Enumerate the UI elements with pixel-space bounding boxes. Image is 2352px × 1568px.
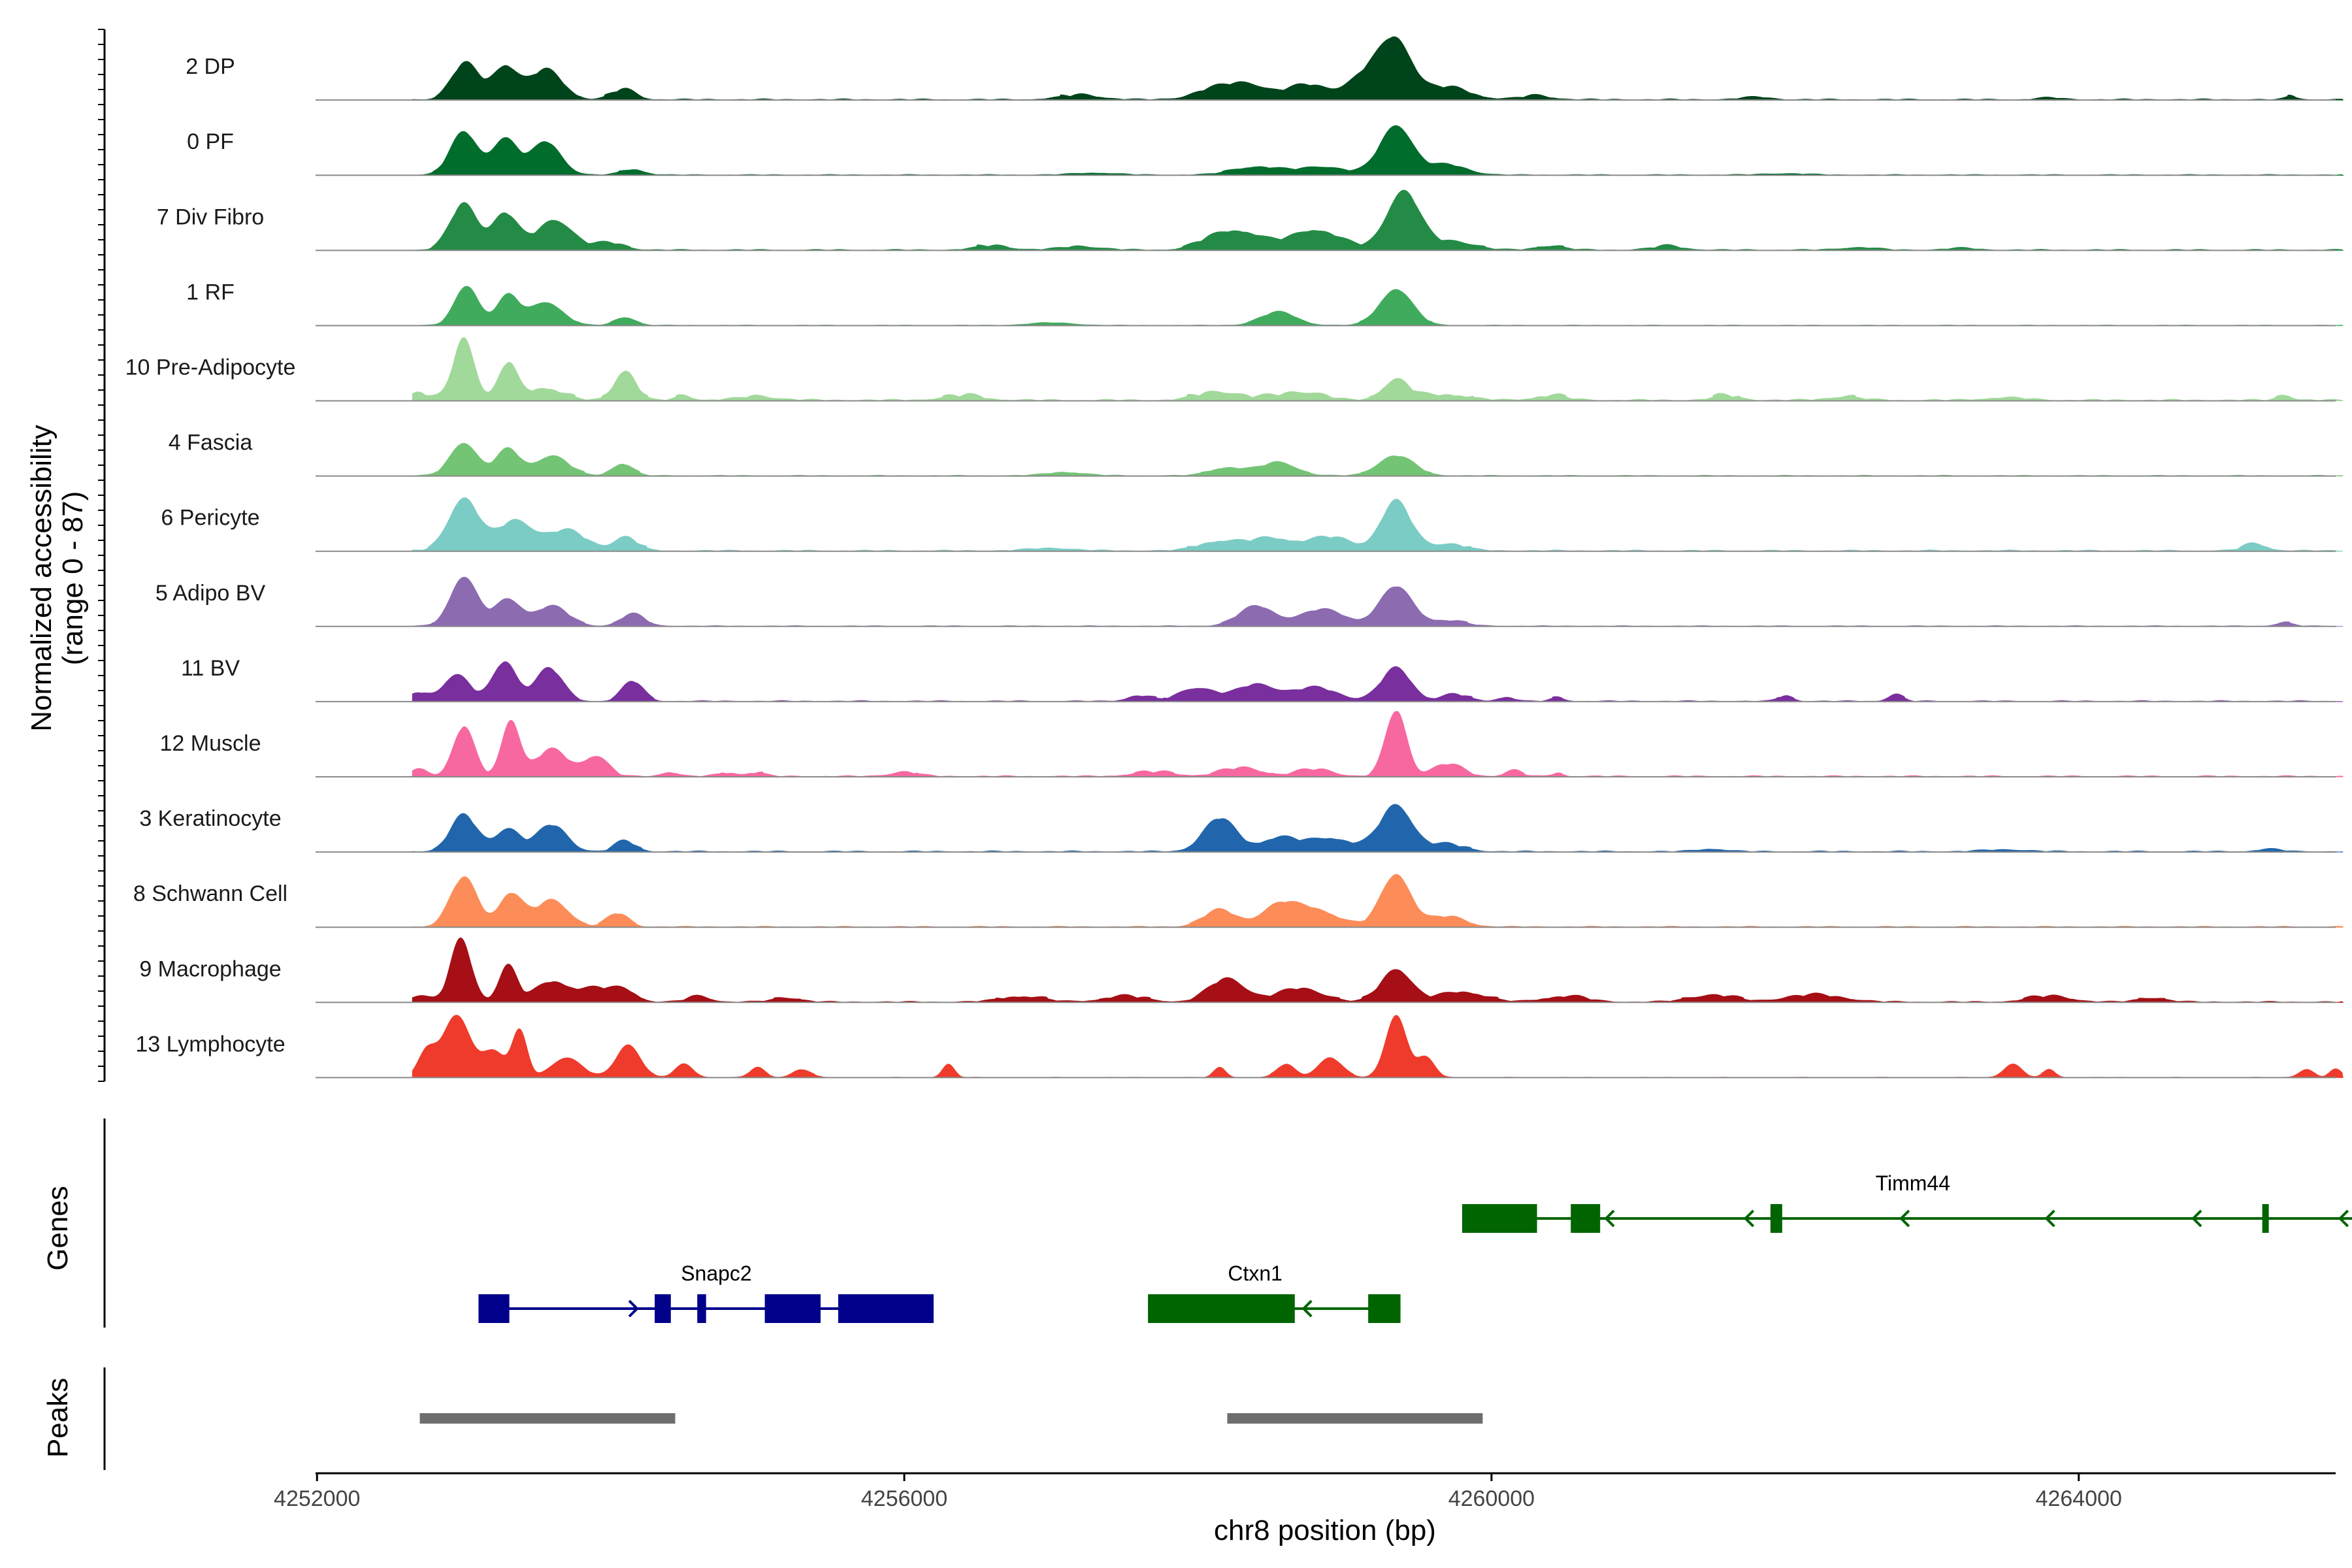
gene-exon <box>478 1294 510 1323</box>
gene-exon <box>1368 1294 1401 1323</box>
gene-exon <box>697 1294 706 1323</box>
track-label-10-pre-adipocyte: 10 Pre-Adipocyte <box>125 355 296 380</box>
gene-ctxn1: Ctxn1 <box>1148 1262 1401 1323</box>
x-tick-label: 4252000 <box>274 1486 360 1511</box>
gene-exon <box>655 1294 671 1323</box>
gene-timm44: Timm44 <box>1462 1171 2352 1233</box>
x-tick-label: 4264000 <box>2036 1486 2122 1511</box>
coverage-area-6-pericyte <box>412 497 2344 552</box>
gene-exon <box>1462 1204 1537 1233</box>
genes-panel: Timm44 Snapc2 Ctxn1 <box>103 1119 2352 1328</box>
track-label-13-lymphocyte: 13 Lymphocyte <box>135 1032 285 1056</box>
coverage-area-4-fascia <box>412 443 2344 477</box>
coverage-area-8-schwann-cell <box>412 874 2344 928</box>
track-7-div-fibro: 7 Div Fibro <box>157 189 2344 252</box>
coverage-area-11-bv <box>412 661 2344 702</box>
track-13-lymphocyte: 13 Lymphocyte <box>135 1015 2344 1079</box>
strand-arrow <box>1604 1209 1615 1228</box>
track-label-2-dp: 2 DP <box>186 54 235 79</box>
peak-region <box>419 1413 676 1424</box>
x-tick-label: 4260000 <box>1448 1486 1535 1511</box>
track-label-5-adipo-bv: 5 Adipo BV <box>155 581 266 606</box>
track-0-pf: 0 PF <box>187 125 2344 176</box>
track-label-7-div-fibro: 7 Div Fibro <box>157 204 264 229</box>
coverage-area-2-dp <box>412 36 2344 101</box>
track-label-1-rf: 1 RF <box>186 280 235 304</box>
strand-arrow <box>2191 1209 2202 1228</box>
track-9-macrophage: 9 Macrophage <box>139 937 2344 1004</box>
track-2-dp: 2 DP <box>186 36 2344 101</box>
track-8-schwann-cell: 8 Schwann Cell <box>133 874 2344 928</box>
strand-arrow <box>2338 1209 2349 1228</box>
coverage-area-7-div-fibro <box>412 189 2344 251</box>
track-label-9-macrophage: 9 Macrophage <box>139 956 281 981</box>
coverage-area-10-pre-adipocyte <box>412 337 2344 402</box>
track-12-muscle: 12 Muscle <box>160 711 2344 777</box>
gene-label-timm44: Timm44 <box>1876 1171 1950 1195</box>
track-label-4-fascia: 4 Fascia <box>169 431 253 455</box>
gene-exon <box>764 1294 821 1323</box>
coverage-y-range-label: (range 0 - 87) <box>57 491 89 666</box>
track-label-11-bv: 11 BV <box>181 656 240 681</box>
track-4-fascia: 4 Fascia <box>169 431 2344 477</box>
strand-arrow <box>628 1299 639 1318</box>
strand-arrow <box>1743 1209 1755 1228</box>
gene-exon <box>1770 1204 1782 1233</box>
coverage-area-13-lymphocyte <box>412 1015 2344 1078</box>
gene-label-ctxn1: Ctxn1 <box>1228 1262 1282 1285</box>
coverage-area-3-keratinocyte <box>412 804 2344 853</box>
gene-snapc2: Snapc2 <box>478 1262 934 1323</box>
peaks-panel-label: Peaks <box>42 1378 74 1458</box>
gene-label-snapc2: Snapc2 <box>681 1262 752 1285</box>
coverage-y-label: Normalized accessibility <box>25 425 57 731</box>
track-3-keratinocyte: 3 Keratinocyte <box>139 804 2344 853</box>
strand-arrow <box>480 1299 491 1318</box>
strand-arrow <box>1301 1299 1313 1318</box>
coverage-area-0-pf <box>412 125 2344 176</box>
gene-exon <box>1148 1294 1295 1323</box>
track-label-3-keratinocyte: 3 Keratinocyte <box>139 806 281 831</box>
gene-exon <box>1571 1204 1601 1233</box>
x-tick-label: 4256000 <box>861 1486 947 1511</box>
peaks-panel <box>103 1367 1483 1470</box>
track-11-bv: 11 BV <box>181 656 2344 702</box>
track-6-pericyte: 6 Pericyte <box>161 497 2344 552</box>
strand-arrow <box>1899 1209 1910 1228</box>
track-label-8-schwann-cell: 8 Schwann Cell <box>133 881 287 906</box>
track-10-pre-adipocyte: 10 Pre-Adipocyte <box>125 337 2344 402</box>
genes-panel-label: Genes <box>42 1186 74 1271</box>
strand-arrow <box>2044 1209 2055 1228</box>
gene-exon <box>2262 1204 2269 1233</box>
track-label-12-muscle: 12 Muscle <box>160 731 261 756</box>
coverage-panel: 2 DP 0 PF 7 Div Fibro 1 RF 10 Pre-Adipocyte 4… <box>98 29 2344 1082</box>
coverage-area-5-adipo-bv <box>412 576 2344 627</box>
coverage-area-12-muscle <box>412 711 2344 777</box>
x-axis-title: chr8 position (bp) <box>1214 1514 1436 1546</box>
panel-labels: Normalized accessibility (range 0 - 87) … <box>25 425 89 1458</box>
track-5-adipo-bv: 5 Adipo BV <box>155 576 2344 627</box>
track-label-6-pericyte: 6 Pericyte <box>161 506 259 531</box>
x-axis: 4252000 4256000 4260000 4264000 chr8 positio… <box>274 1472 2336 1546</box>
coverage-area-9-macrophage <box>412 937 2344 1003</box>
track-1-rf: 1 RF <box>186 280 2344 327</box>
gene-exon <box>838 1294 934 1323</box>
track-label-0-pf: 0 PF <box>187 129 234 154</box>
coverage-area-1-rf <box>412 286 2344 326</box>
peak-region <box>1227 1413 1483 1424</box>
